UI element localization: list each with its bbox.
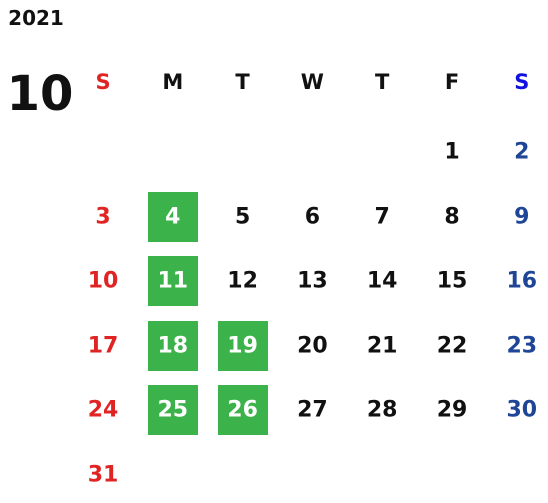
day: 28 [366,397,398,423]
weekday: T [375,70,390,94]
day: 31 [87,462,119,488]
day: 30 [506,397,538,423]
day: 6 [304,204,321,230]
weekday: W [300,70,324,94]
highlight [217,385,268,436]
day: 26 [227,397,258,423]
day: 16 [506,268,538,294]
highlight [217,320,268,371]
day: 8 [444,204,460,230]
day: 21 [366,333,398,359]
day: 18 [157,333,189,359]
day: 9 [514,204,530,230]
day: 17 [87,333,119,359]
day: 29 [436,397,468,423]
highlight [147,385,198,436]
weekday: S [95,70,111,94]
day: 3 [95,204,111,230]
day: 10 [87,268,119,294]
weekday: F [444,70,460,94]
day: 1 [444,139,460,165]
month: 10 [6,66,74,122]
day: 4 [165,204,181,230]
weekday: M [162,70,184,94]
day: 20 [297,333,328,359]
day: 5 [234,204,251,230]
day: 25 [157,397,189,423]
day: 19 [227,333,258,359]
highlight [147,191,198,242]
day: 7 [374,204,390,230]
day: 23 [506,333,538,359]
day: 27 [297,397,328,423]
year: 2021 [8,6,64,30]
highlight [147,320,198,371]
day: 2 [514,139,530,165]
highlight [147,256,198,307]
day: 12 [227,268,258,294]
day: 11 [157,268,189,294]
day: 22 [436,333,468,359]
weekday: T [235,70,250,94]
day: 15 [436,268,468,294]
day: 14 [366,268,398,294]
weekday: S [514,70,530,94]
day: 13 [297,268,328,294]
day: 24 [87,397,119,423]
